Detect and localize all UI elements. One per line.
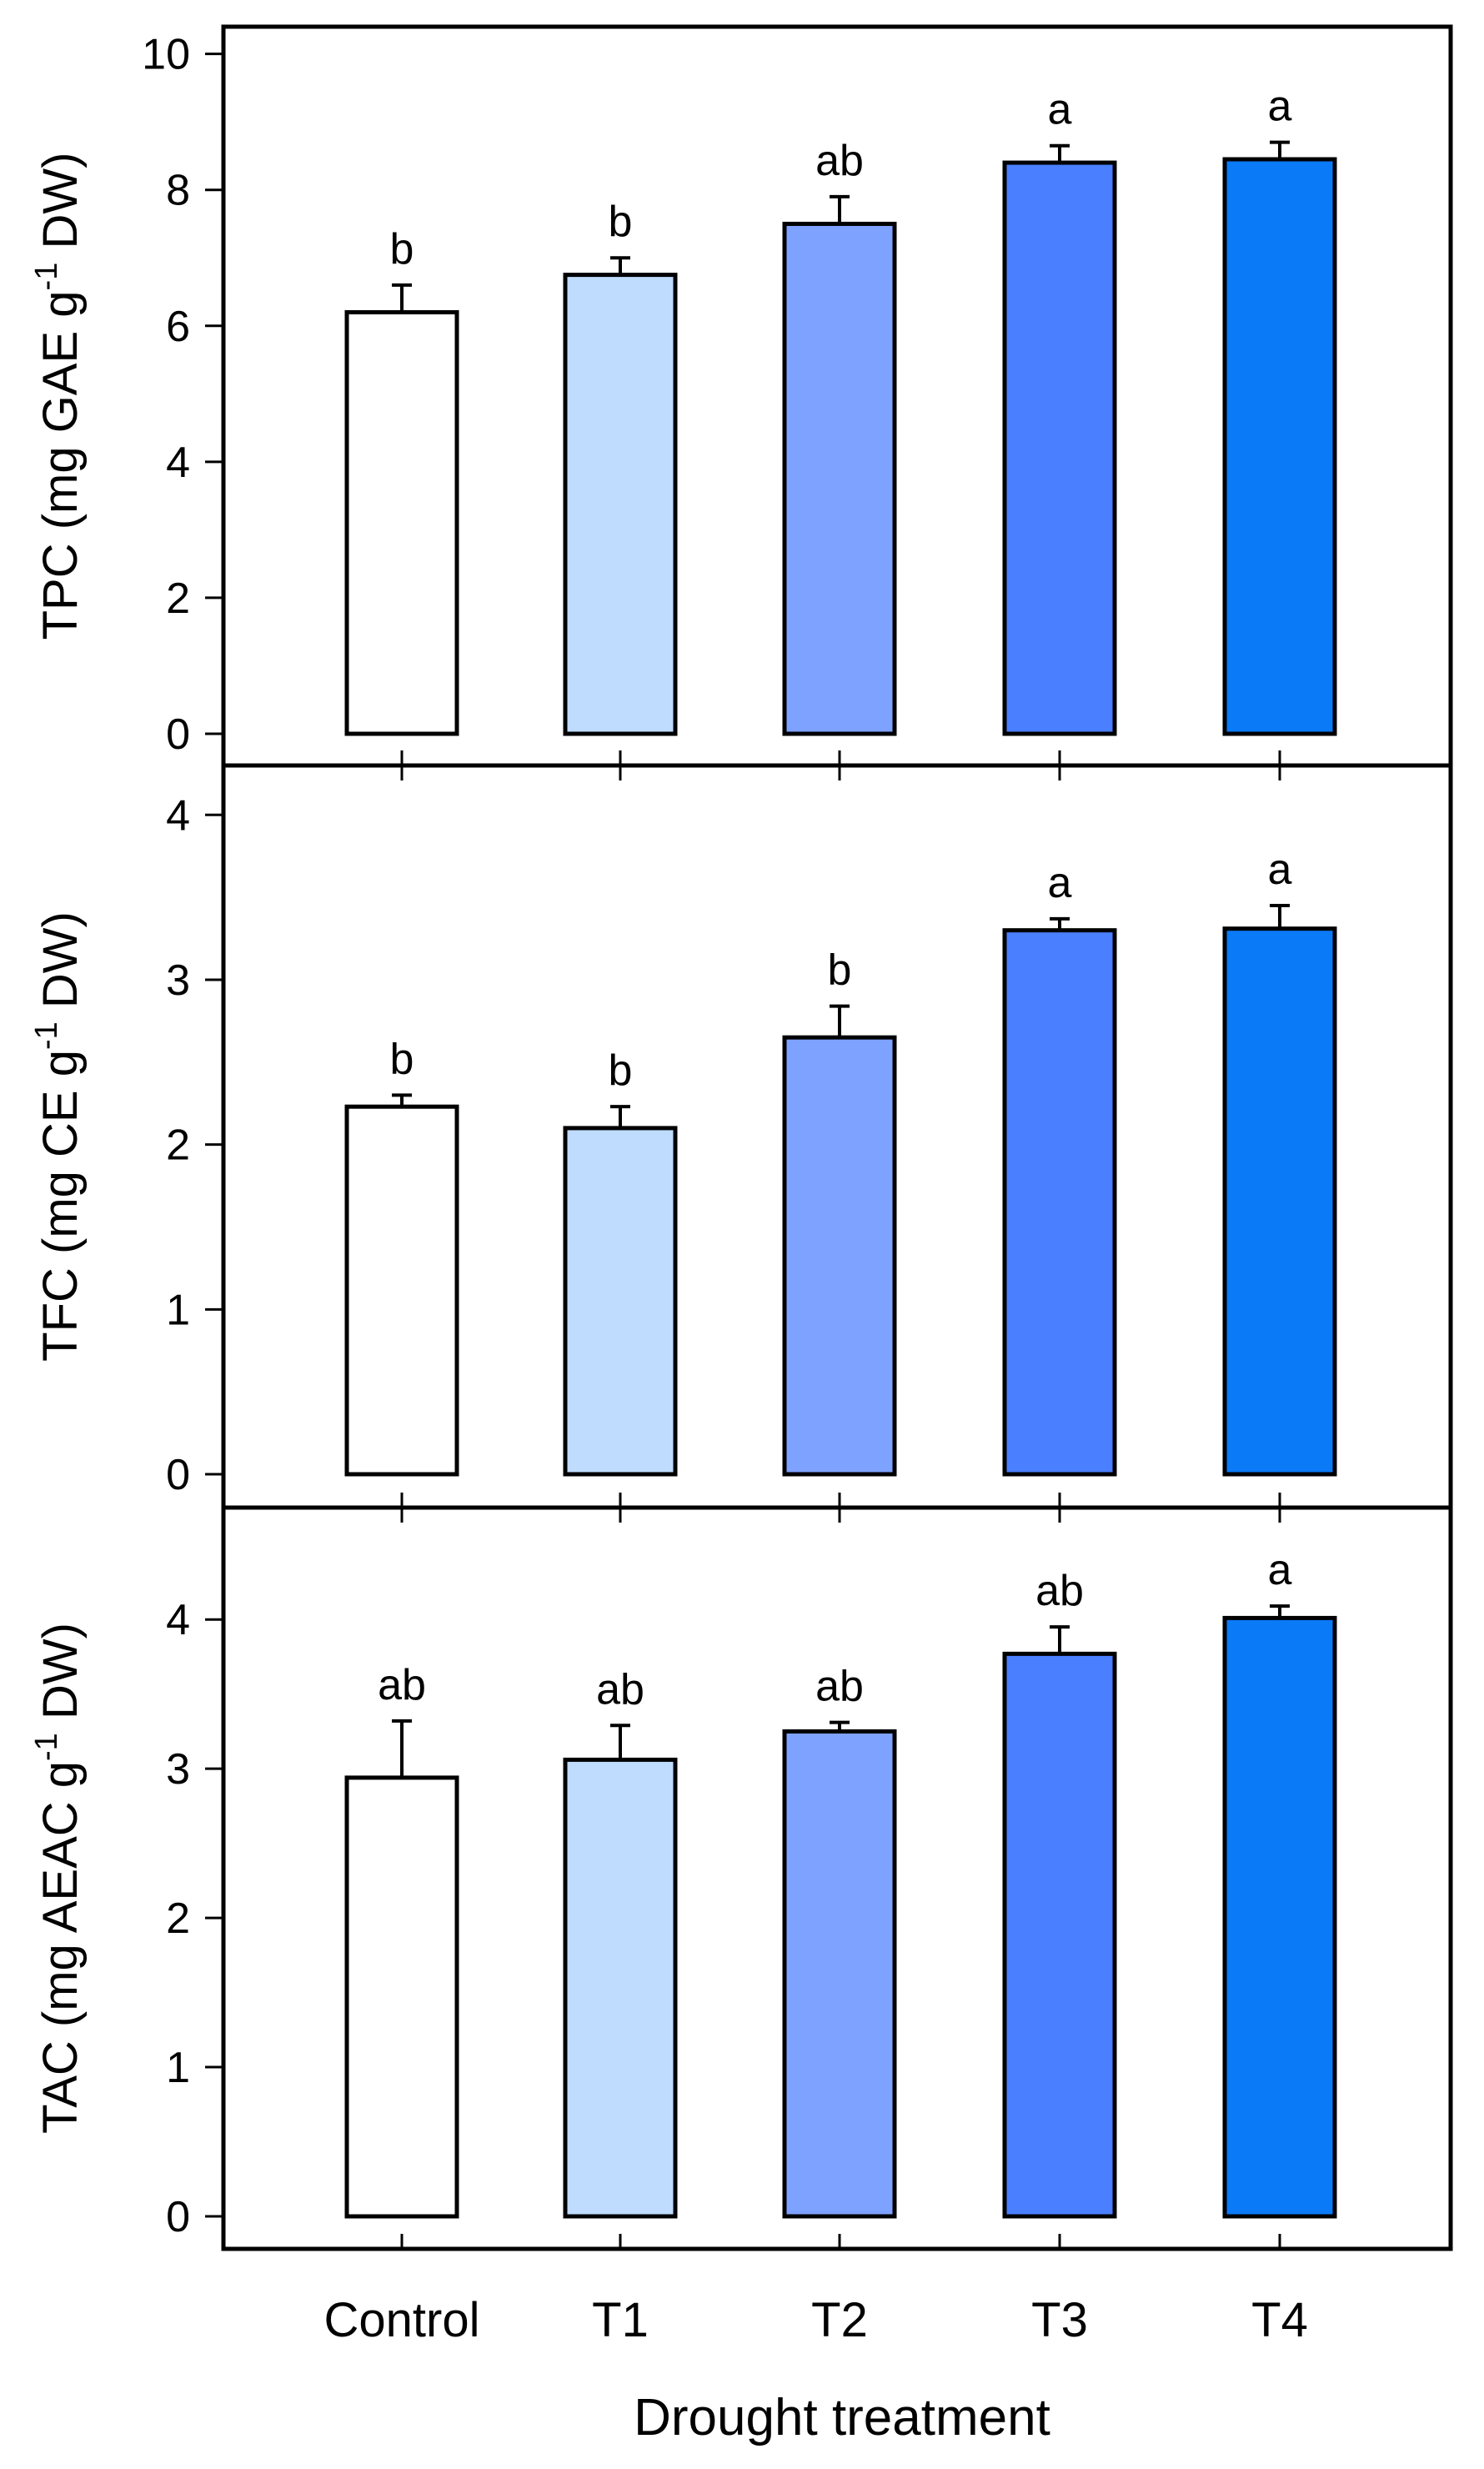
y-tick-label: 4 bbox=[166, 1596, 190, 1644]
y-tick-label: 4 bbox=[166, 791, 190, 840]
bar-t4 bbox=[1222, 926, 1337, 1477]
significance-letter: ab bbox=[1035, 1567, 1084, 1615]
bar-control bbox=[344, 1775, 459, 2219]
x-tick-label-t1: T1 bbox=[592, 2293, 649, 2347]
significance-letter: ab bbox=[596, 1665, 644, 1714]
bar-t4 bbox=[1222, 1615, 1337, 2219]
significance-letter: b bbox=[390, 1035, 414, 1083]
bar-t2 bbox=[782, 221, 897, 736]
significance-letter: ab bbox=[815, 137, 864, 185]
significance-letter: ab bbox=[815, 1663, 864, 1711]
significance-letter: a bbox=[1268, 1546, 1292, 1594]
y-tick-label: 3 bbox=[166, 956, 190, 1005]
y-tick-label: 10 bbox=[142, 31, 190, 79]
bar-t3 bbox=[1002, 160, 1117, 736]
significance-letter: b bbox=[609, 1046, 633, 1095]
y-axis-title: TPC (mg GAE g-1 DW) bbox=[29, 153, 88, 640]
panel-tfc: 0 1 2 3 4 b b b a a TFC (mg CE g-1 DW) bbox=[29, 763, 1453, 1510]
y-tick-label: 3 bbox=[166, 1745, 190, 1794]
significance-letter: b bbox=[609, 198, 633, 246]
y-axis-title: TFC (mg CE g-1 DW) bbox=[29, 911, 88, 1362]
y-tick-label: 2 bbox=[166, 1122, 190, 1170]
y-tick-label: 0 bbox=[166, 1451, 190, 1499]
y-tick-label: 2 bbox=[166, 575, 190, 623]
significance-letter: b bbox=[828, 946, 852, 995]
panel-frame bbox=[221, 1505, 1453, 2251]
y-tick-label: 1 bbox=[166, 2044, 190, 2092]
bar-t3 bbox=[1002, 928, 1117, 1477]
significance-letter: a bbox=[1268, 83, 1292, 131]
significance-letter: a bbox=[1048, 859, 1072, 907]
y-tick-label: 4 bbox=[166, 439, 190, 487]
y-tick-label: 2 bbox=[166, 1894, 190, 1943]
bar-t2 bbox=[782, 1035, 897, 1477]
panel-tpc: 0 2 4 6 8 10 b b ab a a TPC (mg GAE g-1 DW) bbox=[29, 24, 1453, 768]
significance-letter: a bbox=[1048, 86, 1072, 134]
x-axis-title: Drought treatment bbox=[634, 2389, 1050, 2446]
bar-control bbox=[344, 1104, 459, 1477]
y-tick-label: 8 bbox=[166, 167, 190, 215]
bar-t1 bbox=[563, 1757, 678, 2219]
bar-control bbox=[344, 309, 459, 736]
x-tick-label-t4: T4 bbox=[1251, 2293, 1308, 2347]
x-tick-label-control: Control bbox=[324, 2293, 480, 2347]
significance-letter: b bbox=[390, 225, 414, 273]
bar-t3 bbox=[1002, 1651, 1117, 2219]
x-tick-label-t3: T3 bbox=[1031, 2293, 1088, 2347]
y-tick-label: 0 bbox=[166, 2193, 190, 2241]
bar-t1 bbox=[563, 273, 678, 736]
y-axis-title: TAC (mg AEAC g-1 DW) bbox=[29, 1623, 88, 2134]
y-tick-label: 0 bbox=[166, 710, 190, 759]
bar-t1 bbox=[563, 1126, 678, 1477]
panel-tac: 0 1 2 3 4 ab ab ab ab a TAC (mg AEAC g-1 DW) bbox=[29, 1505, 1453, 2251]
bar-t4 bbox=[1222, 157, 1337, 736]
bar-t2 bbox=[782, 1729, 897, 2219]
significance-letter: ab bbox=[378, 1661, 426, 1709]
significance-letter: a bbox=[1268, 846, 1292, 894]
x-tick-label-t2: T2 bbox=[811, 2293, 868, 2347]
y-tick-label: 1 bbox=[166, 1286, 190, 1334]
y-tick-label: 6 bbox=[166, 303, 190, 351]
